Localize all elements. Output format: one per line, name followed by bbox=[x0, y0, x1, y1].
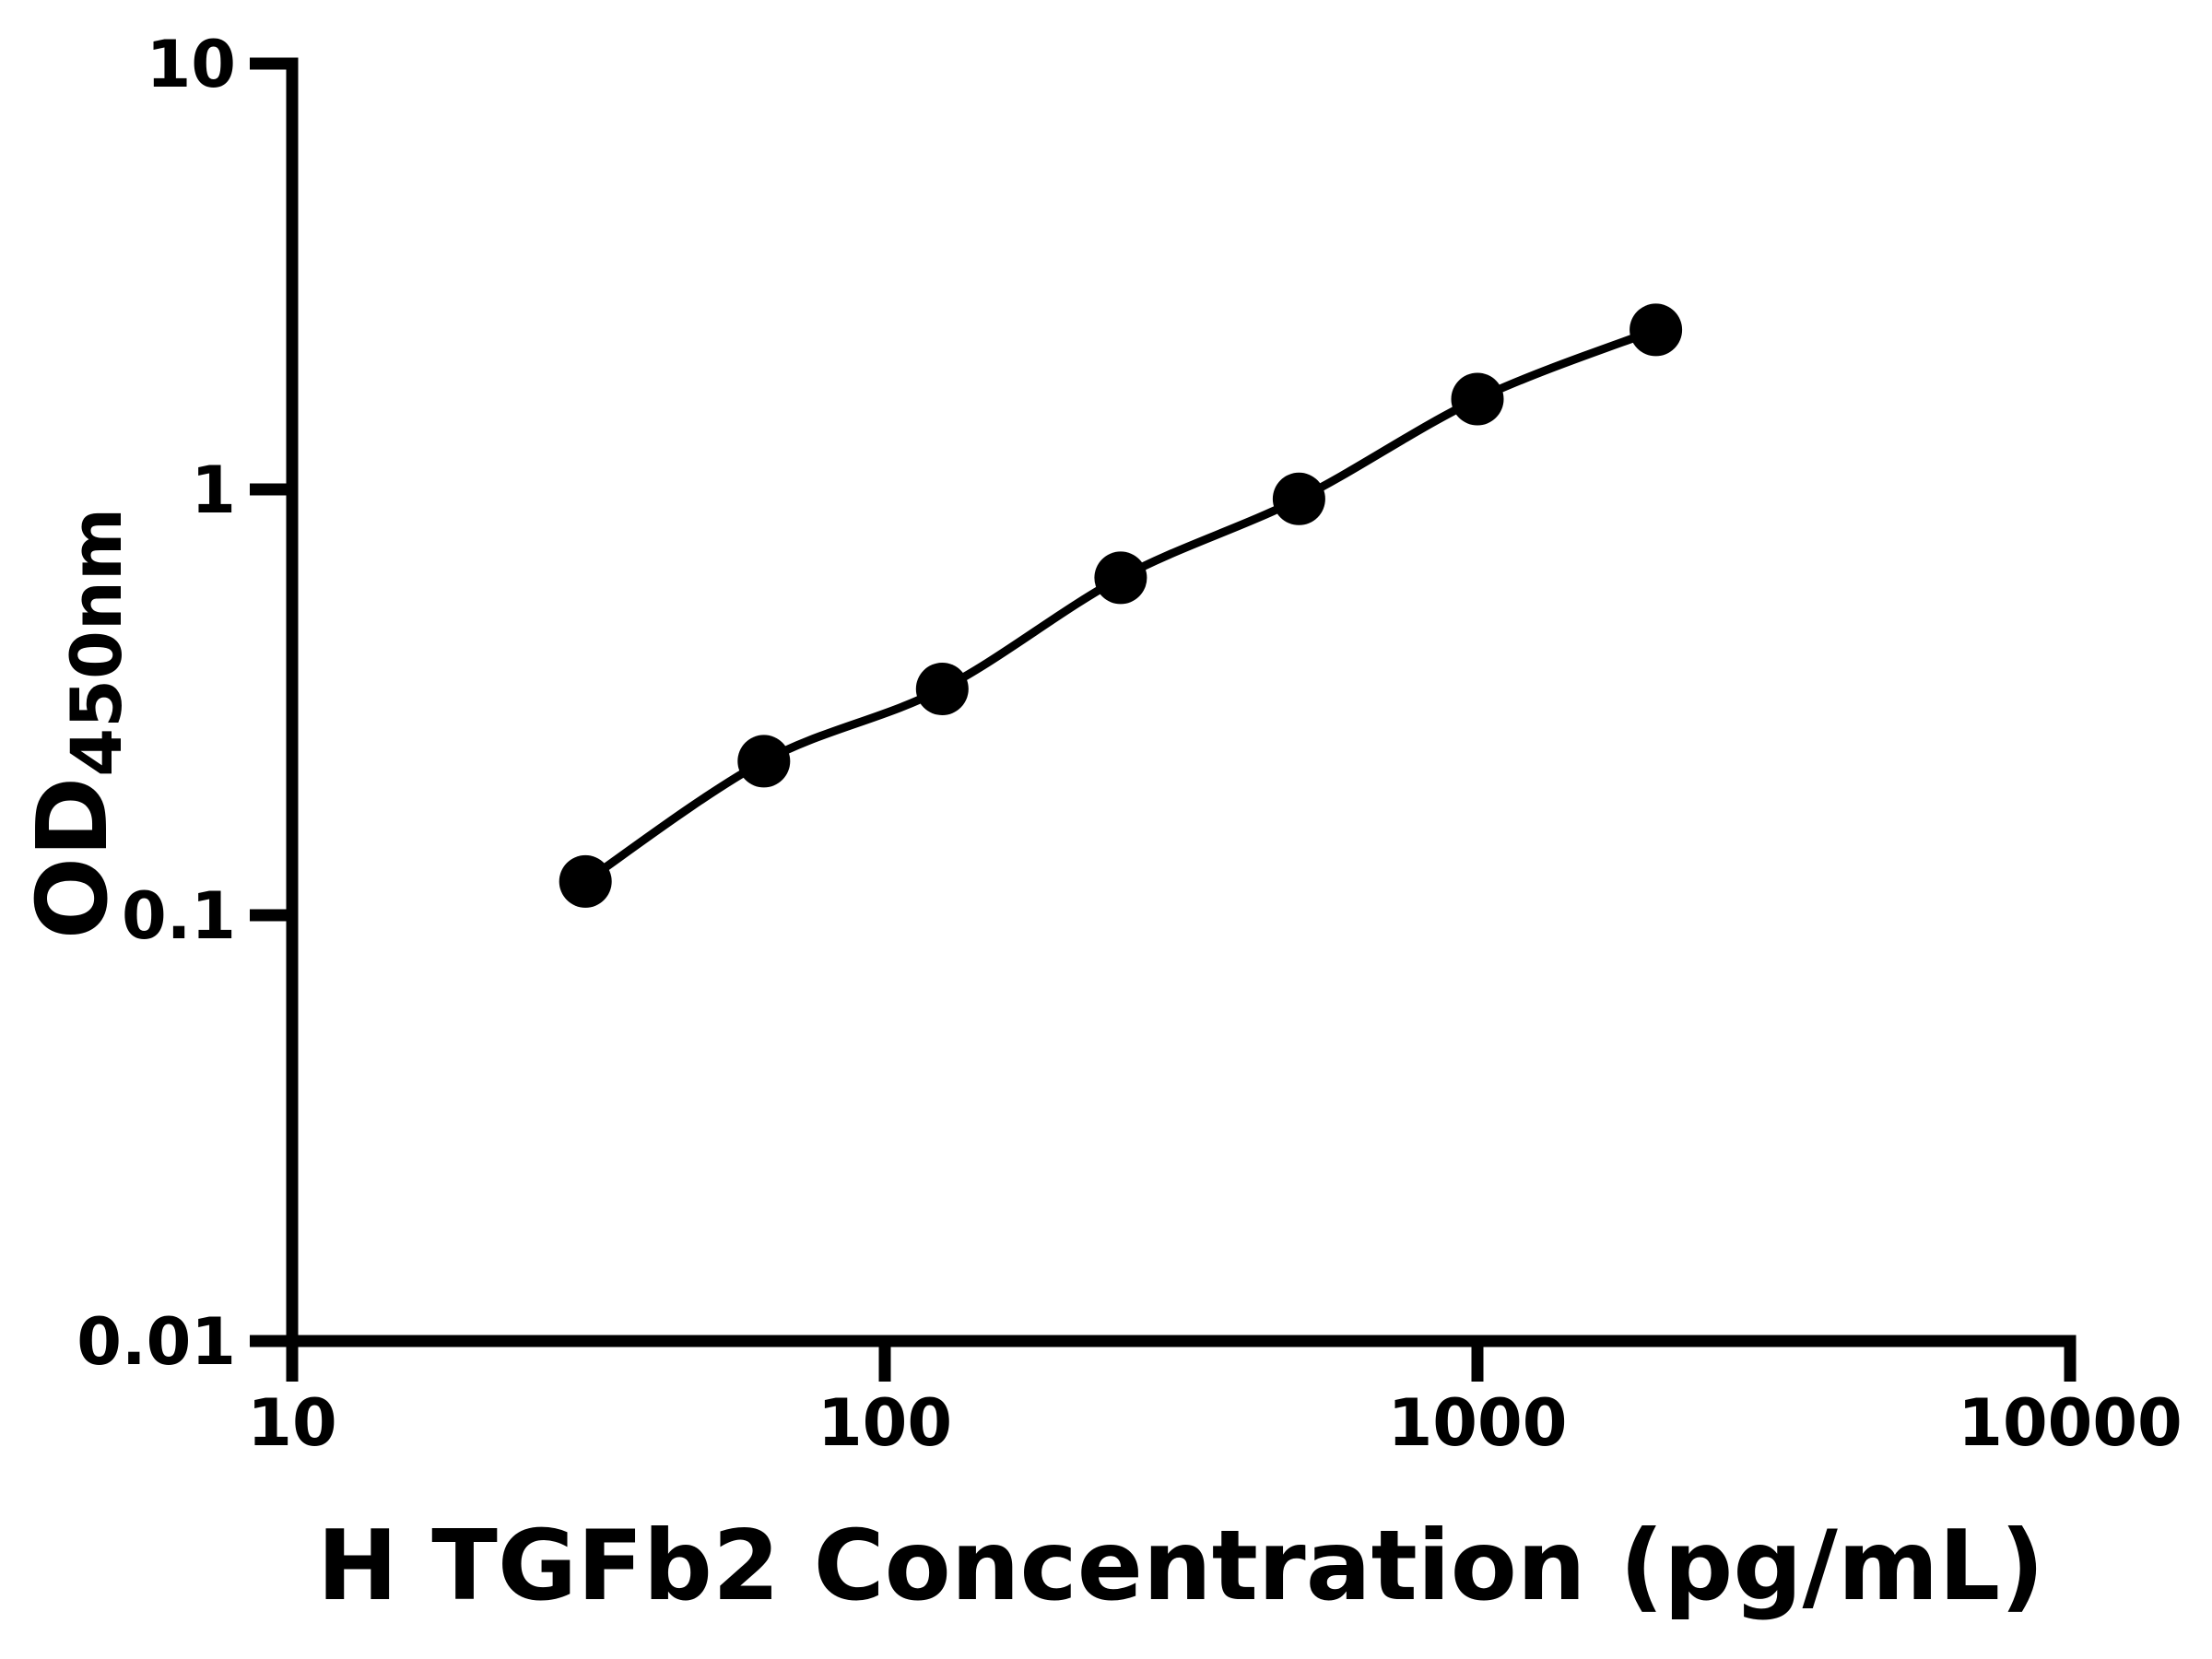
x-axis-ticks bbox=[286, 1341, 2077, 1382]
data-point-marker bbox=[1630, 303, 1683, 357]
x-axis-tick-labels: 10 100 1000 10000 bbox=[247, 1385, 2182, 1461]
y-axis-ticks bbox=[250, 57, 292, 1347]
y-axis-tick-labels: 0.01 0.1 1 10 bbox=[76, 27, 236, 1380]
x-tick-label: 10000 bbox=[1958, 1385, 2183, 1461]
y-tick-label: 1 bbox=[191, 453, 236, 528]
x-tick-label: 100 bbox=[818, 1385, 952, 1461]
data-series bbox=[559, 303, 1683, 908]
y-tick-label: 10 bbox=[147, 27, 236, 102]
data-point-marker bbox=[559, 854, 612, 908]
data-point-marker bbox=[737, 735, 791, 788]
x-tick-label: 1000 bbox=[1388, 1385, 1568, 1461]
y-axis-title-main: OD bbox=[17, 777, 129, 939]
data-point-marker bbox=[915, 663, 969, 715]
x-axis-title: H TGFb2 Concentration (pg/mL) bbox=[317, 1510, 2044, 1622]
data-point-marker bbox=[1451, 372, 1504, 426]
y-axis-title-subscript: 450nm bbox=[55, 508, 137, 777]
y-tick-label: 0.1 bbox=[122, 878, 236, 954]
data-point-marker bbox=[1094, 551, 1147, 605]
data-point-marker bbox=[1272, 472, 1325, 525]
x-tick-label: 10 bbox=[247, 1385, 336, 1461]
y-tick-label: 0.01 bbox=[76, 1304, 236, 1380]
axes-spines bbox=[286, 57, 2077, 1347]
y-axis-title: OD450nm bbox=[17, 508, 137, 939]
